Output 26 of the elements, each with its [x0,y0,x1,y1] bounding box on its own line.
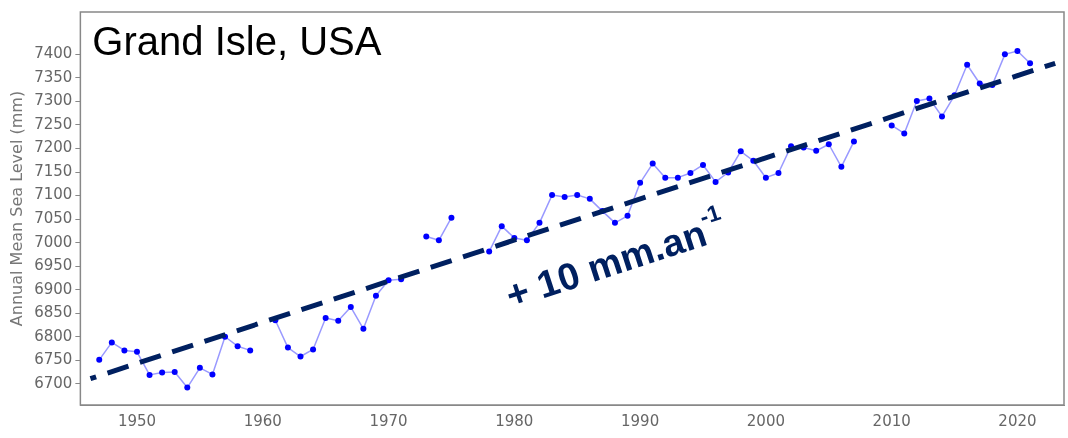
y-axis-title: Annual Mean Sea Level (mm) [6,90,26,327]
x-tick-label: 2020 [998,411,1037,430]
y-tick-label: 6750 [34,350,73,369]
y-tick-label: 7400 [34,44,73,63]
x-tick-label: 2000 [746,411,785,430]
y-tick-label: 7050 [34,208,73,227]
y-tick-label: 6950 [34,256,73,275]
x-tick-label: 1980 [495,411,534,430]
y-tick-label: 6800 [34,326,73,345]
y-tick-label: 7150 [34,161,73,180]
y-tick-label: 7200 [34,138,73,157]
y-tick-label: 6700 [34,373,73,392]
x-tick-label: 1970 [369,411,408,430]
annotation: + 10 mm.an-1 [500,198,724,317]
y-tick-label: 7300 [34,91,73,110]
chart-title: Grand Isle, USA [92,19,382,64]
y-tick-label: 6850 [34,303,73,322]
x-tick-label: 2010 [872,411,911,430]
y-tick-label: 7100 [34,185,73,204]
y-tick-label: 7350 [34,67,73,86]
x-tick-label: 1990 [621,411,660,430]
x-tick-label: 1950 [117,411,157,430]
y-tick-label: 6900 [34,279,73,298]
x-tick-label: 1960 [243,411,282,430]
y-tick-label: 7000 [34,232,73,251]
y-tick-label: 7250 [34,114,73,133]
